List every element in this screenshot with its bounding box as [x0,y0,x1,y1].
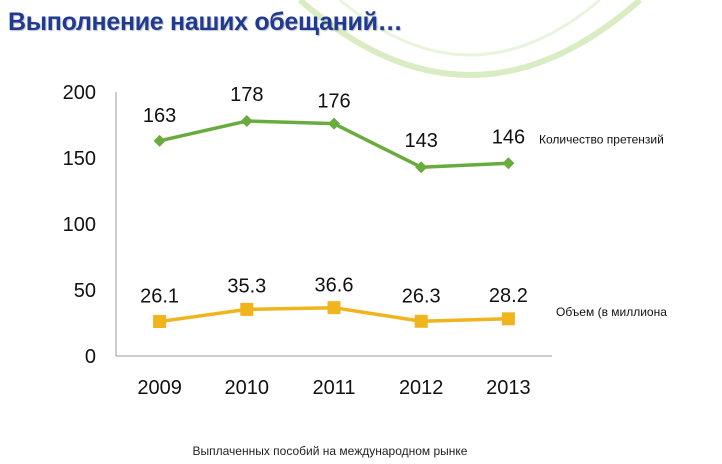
data-point [153,134,166,147]
data-label: 35.3 [227,275,266,297]
data-label: 26.3 [402,285,441,307]
series-label: Объем (в миллиона [556,305,667,319]
decorative-arc-inner [339,0,601,57]
x-tick-label: 2011 [312,377,355,399]
data-point [414,314,428,328]
data-point [153,315,167,329]
x-tick-label: 2009 [137,377,182,399]
data-point [240,302,254,316]
data-label: 146 [492,126,525,148]
y-tick-label: 50 [74,280,96,302]
data-point [240,115,253,128]
data-label: 178 [230,84,263,106]
data-label: 143 [405,130,438,152]
y-tick-label: 100 [63,214,96,236]
data-label: 26.1 [140,286,179,308]
data-label: 176 [317,91,350,113]
y-tick-label: 0 [85,346,96,368]
chart-footnote: Выплаченных пособий на международном рын… [192,444,468,458]
page-title: Выполнение наших обещаний… [8,8,403,36]
data-label: 36.6 [315,275,354,297]
series-label: Количество претензий [539,132,664,146]
chart-marks: 0 50 100 150 200 2009 2010 2011 2012 2013 163 178 17… [63,82,668,399]
data-point [328,117,340,130]
data-point [502,157,515,170]
data-point [501,312,515,326]
x-tick-label: 2013 [486,377,531,399]
data-label: 163 [143,105,176,127]
x-tick-label: 2012 [399,377,444,399]
y-tick-label: 150 [63,148,96,170]
decorative-arc [298,0,642,78]
x-tick-label: 2010 [225,377,270,399]
data-point [327,301,341,315]
y-tick-label: 200 [63,82,96,104]
data-label: 28.2 [489,285,528,307]
data-point [415,161,428,174]
